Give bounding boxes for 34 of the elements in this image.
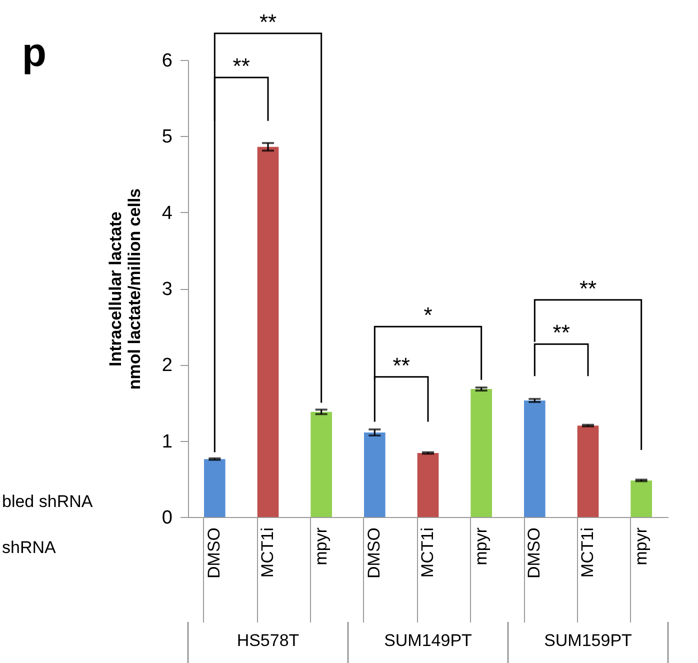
text: bled shRNA [2, 492, 94, 511]
text: shRNA [2, 538, 57, 557]
x-tick-label: mpyr [311, 527, 330, 566]
y-tick-label: 2 [162, 355, 172, 376]
text: p [22, 31, 46, 75]
bar [364, 432, 386, 517]
bar [630, 480, 652, 517]
bar [257, 146, 279, 517]
bar [204, 459, 226, 517]
x-tick-label: MCT1i [418, 528, 437, 578]
x-tick-label: mpyr [471, 527, 490, 566]
x-tick-label: MCT1i [578, 528, 597, 578]
bar [577, 426, 599, 517]
x-tick-label: DMSO [524, 528, 544, 578]
y-tick-label: 5 [162, 126, 172, 148]
y-tick-label: 1 [162, 431, 172, 452]
bar [417, 453, 439, 517]
y-tick-label: 3 [162, 279, 172, 300]
x-tick-label: DMSO [364, 528, 384, 578]
y-tick-label: 0 [162, 508, 172, 528]
x-tick-label: mpyr [631, 527, 650, 566]
annotation: ** [232, 54, 250, 79]
annotation: ** [392, 352, 410, 378]
x-tick-label: MCT1i [258, 528, 277, 578]
x-tick-label: DMSO [204, 528, 224, 578]
annotation: ** [552, 320, 570, 346]
text: SUM159PT [544, 631, 632, 650]
y-tick-label: 6 [162, 50, 172, 72]
y-axis-title: Intracellular lactate nmol lactate/million cells [106, 188, 144, 390]
y-tick-label: 4 [162, 202, 173, 224]
annotation: ** [579, 276, 597, 301]
text: SUM149PT [384, 631, 472, 650]
annotation: * [424, 302, 433, 328]
text: HS578T [236, 631, 300, 650]
